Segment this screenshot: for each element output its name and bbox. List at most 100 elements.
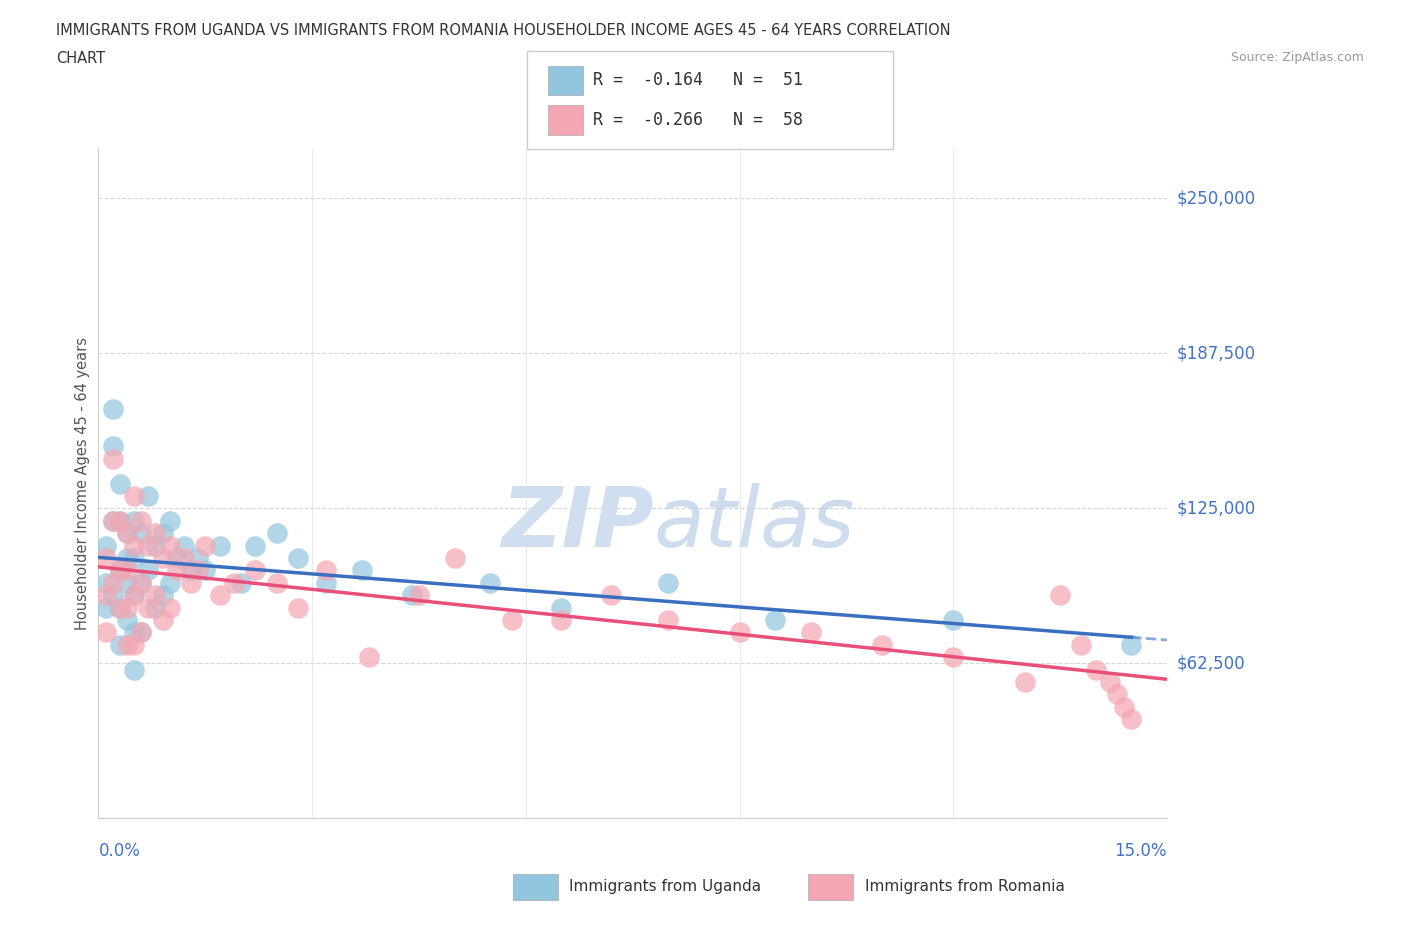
- Point: [94, 551, 117, 565]
- Point: [479, 576, 502, 591]
- Point: [600, 588, 623, 603]
- Text: $125,000: $125,000: [1177, 499, 1256, 517]
- Point: [194, 563, 217, 578]
- Point: [115, 600, 138, 615]
- Point: [166, 563, 188, 578]
- Point: [122, 625, 145, 640]
- Point: [173, 551, 195, 565]
- Point: [94, 576, 117, 591]
- Point: [763, 613, 786, 628]
- Point: [870, 637, 893, 652]
- Point: [350, 563, 373, 578]
- Point: [1014, 674, 1036, 689]
- Point: [115, 613, 138, 628]
- Text: Immigrants from Romania: Immigrants from Romania: [865, 879, 1064, 894]
- Point: [159, 538, 181, 553]
- Point: [136, 488, 159, 503]
- Point: [194, 538, 217, 553]
- Point: [115, 525, 138, 540]
- Point: [101, 513, 124, 528]
- Point: [108, 563, 131, 578]
- Point: [1114, 699, 1136, 714]
- Point: [136, 538, 159, 553]
- Point: [550, 613, 572, 628]
- Point: [122, 637, 145, 652]
- Text: CHART: CHART: [56, 51, 105, 66]
- Point: [115, 576, 138, 591]
- Y-axis label: Householder Income Ages 45 - 64 years: Householder Income Ages 45 - 64 years: [75, 337, 90, 631]
- Point: [101, 451, 124, 466]
- Point: [122, 488, 145, 503]
- Text: R =  -0.266   N =  58: R = -0.266 N = 58: [593, 112, 803, 129]
- Point: [145, 538, 167, 553]
- Point: [501, 613, 523, 628]
- Point: [122, 538, 145, 553]
- Point: [159, 600, 181, 615]
- Point: [152, 551, 174, 565]
- Point: [180, 563, 202, 578]
- Point: [115, 637, 138, 652]
- Point: [101, 402, 124, 417]
- Point: [287, 551, 309, 565]
- Point: [108, 600, 131, 615]
- Point: [101, 439, 124, 454]
- Text: 15.0%: 15.0%: [1115, 842, 1167, 859]
- Point: [166, 551, 188, 565]
- Point: [408, 588, 430, 603]
- Point: [129, 513, 152, 528]
- Point: [443, 551, 465, 565]
- Point: [243, 538, 266, 553]
- Point: [942, 650, 965, 665]
- Point: [180, 576, 202, 591]
- Point: [145, 600, 167, 615]
- Point: [115, 551, 138, 565]
- Text: Source: ZipAtlas.com: Source: ZipAtlas.com: [1230, 51, 1364, 64]
- Text: IMMIGRANTS FROM UGANDA VS IMMIGRANTS FROM ROMANIA HOUSEHOLDER INCOME AGES 45 - 6: IMMIGRANTS FROM UGANDA VS IMMIGRANTS FRO…: [56, 23, 950, 38]
- Point: [187, 563, 209, 578]
- Point: [159, 576, 181, 591]
- Point: [94, 538, 117, 553]
- Point: [1121, 637, 1143, 652]
- Point: [145, 525, 167, 540]
- Point: [1070, 637, 1092, 652]
- Point: [266, 525, 288, 540]
- Text: $62,500: $62,500: [1177, 655, 1246, 672]
- Point: [152, 525, 174, 540]
- Point: [152, 588, 174, 603]
- Point: [108, 476, 131, 491]
- Text: Immigrants from Uganda: Immigrants from Uganda: [569, 879, 762, 894]
- Point: [1084, 662, 1107, 677]
- Point: [129, 576, 152, 591]
- Point: [657, 613, 679, 628]
- Point: [108, 563, 131, 578]
- Point: [550, 600, 572, 615]
- Point: [1121, 711, 1143, 726]
- Point: [129, 625, 152, 640]
- Point: [122, 588, 145, 603]
- Point: [942, 613, 965, 628]
- Point: [1107, 687, 1129, 702]
- Point: [315, 576, 337, 591]
- Point: [122, 662, 145, 677]
- Point: [359, 650, 381, 665]
- Point: [145, 588, 167, 603]
- Point: [94, 625, 117, 640]
- Point: [401, 588, 423, 603]
- Point: [101, 513, 124, 528]
- Point: [122, 551, 145, 565]
- Point: [728, 625, 751, 640]
- Point: [315, 563, 337, 578]
- Point: [208, 588, 231, 603]
- Point: [129, 525, 152, 540]
- Point: [101, 588, 124, 603]
- Point: [108, 637, 131, 652]
- Point: [657, 576, 679, 591]
- Text: R =  -0.164   N =  51: R = -0.164 N = 51: [593, 72, 803, 89]
- Point: [129, 625, 152, 640]
- Point: [129, 576, 152, 591]
- Point: [94, 600, 117, 615]
- Text: $250,000: $250,000: [1177, 190, 1256, 207]
- Text: atlas: atlas: [654, 484, 856, 565]
- Point: [173, 538, 195, 553]
- Point: [243, 563, 266, 578]
